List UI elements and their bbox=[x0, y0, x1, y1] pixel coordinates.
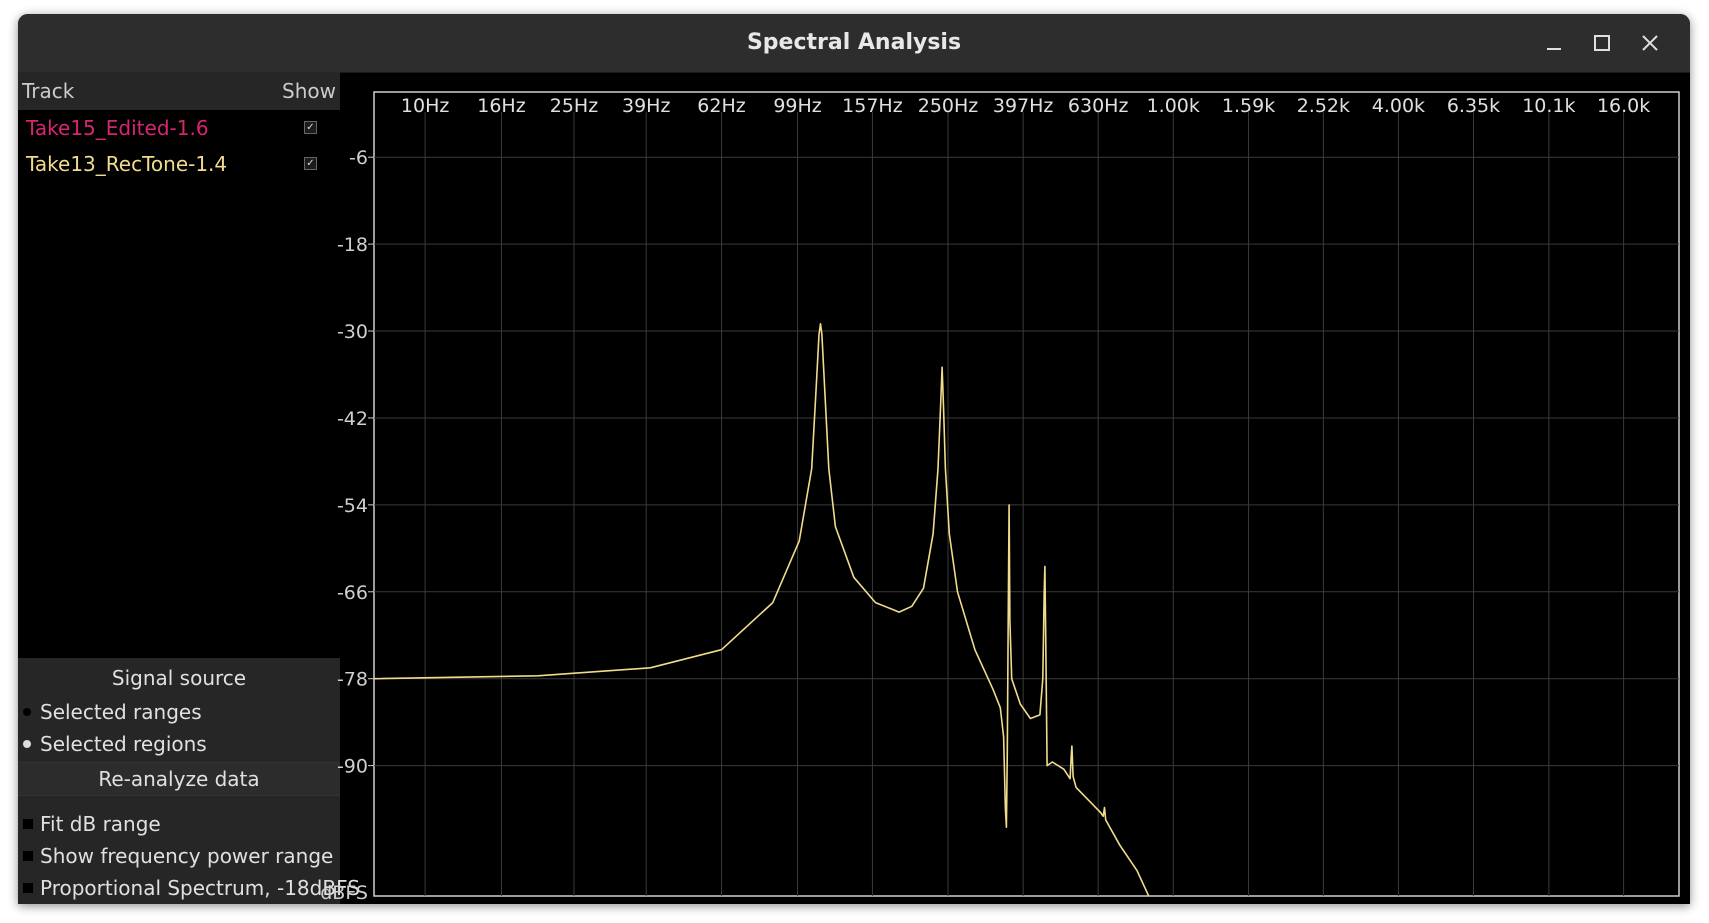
checkbox[interactable] bbox=[23, 851, 33, 861]
x-tick-label: 6.35k bbox=[1447, 95, 1500, 117]
checkbox[interactable] bbox=[23, 883, 33, 893]
x-tick-label: 2.52k bbox=[1297, 95, 1350, 117]
minimize-button[interactable] bbox=[1537, 27, 1571, 59]
radio-selected-regions[interactable]: Selected regions bbox=[18, 728, 340, 760]
track-list-header: Track Show bbox=[18, 72, 340, 110]
x-tick-label: 16Hz bbox=[477, 95, 525, 117]
close-button[interactable] bbox=[1633, 27, 1667, 59]
y-tick-label: -6 bbox=[349, 147, 368, 169]
reanalyze-button[interactable]: Re-analyze data bbox=[18, 762, 340, 796]
maximize-icon bbox=[1594, 35, 1610, 51]
x-tick-label: 1.59k bbox=[1222, 95, 1275, 117]
signal-source-title: Signal source bbox=[111, 666, 247, 690]
spectral-analysis-window: Spectral Analysis Track Show Take15_Edit… bbox=[18, 14, 1690, 904]
checkbox[interactable] bbox=[23, 819, 33, 829]
y-tick-label: -18 bbox=[337, 234, 368, 256]
x-tick-label: 10.1k bbox=[1522, 95, 1575, 117]
x-tick-label: 4.00k bbox=[1372, 95, 1425, 117]
series-line bbox=[373, 323, 1150, 897]
y-tick-label: -66 bbox=[337, 582, 368, 604]
y-tick-label: -54 bbox=[337, 495, 368, 517]
radio-indicator[interactable] bbox=[23, 708, 31, 716]
x-tick-label: 99Hz bbox=[773, 95, 821, 117]
x-tick-label: 1.00k bbox=[1147, 95, 1200, 117]
radio-selected-ranges[interactable]: Selected ranges bbox=[18, 696, 340, 728]
x-tick-label: 157Hz bbox=[842, 95, 903, 117]
x-tick-label: 16.0k bbox=[1597, 95, 1650, 117]
x-tick-label: 250Hz bbox=[918, 95, 979, 117]
option-label: Show frequency power range bbox=[40, 844, 334, 868]
track-row[interactable]: Take15_Edited-1.6 ✓ bbox=[18, 110, 340, 146]
minimize-icon bbox=[1547, 48, 1561, 50]
x-tick-label: 62Hz bbox=[697, 95, 745, 117]
y-tick-label: -90 bbox=[337, 756, 368, 778]
y-tick-label: -30 bbox=[337, 321, 368, 343]
x-tick-label: 39Hz bbox=[622, 95, 670, 117]
spectrum-plot[interactable]: -6 -18 -30 -42 -54 -66 -78 -90 dBFS 10Hz 16Hz 25Hz 3… bbox=[314, 74, 1690, 904]
radio-label: Selected regions bbox=[40, 732, 207, 756]
sidebar: Track Show Take15_Edited-1.6 ✓ Take13_Re… bbox=[18, 72, 360, 904]
x-tick-label: 10Hz bbox=[401, 95, 449, 117]
maximize-button[interactable] bbox=[1585, 27, 1619, 59]
show-column-header: Show bbox=[282, 79, 336, 103]
window-title: Spectral Analysis bbox=[746, 30, 962, 55]
signal-source-panel: Signal source Selected ranges Selected r… bbox=[18, 658, 360, 904]
x-tick-label: 397Hz bbox=[993, 95, 1054, 117]
x-tick-label: 630Hz bbox=[1068, 95, 1129, 117]
y-tick-label: -78 bbox=[337, 669, 368, 691]
show-frequency-power-range-option[interactable]: Show frequency power range bbox=[18, 840, 340, 872]
spectrum-chart[interactable]: -6 -18 -30 -42 -54 -66 -78 -90 dBFS 10Hz 16Hz 25Hz 3… bbox=[314, 74, 1690, 904]
x-tick-label: 25Hz bbox=[550, 95, 598, 117]
option-label: Proportional Spectrum, -18dBFS bbox=[40, 876, 360, 900]
track-show-checkbox[interactable]: ✓ bbox=[304, 157, 317, 170]
titlebar: Spectral Analysis bbox=[18, 14, 1690, 73]
track-column-header: Track bbox=[22, 79, 75, 103]
track-name: Take15_Edited-1.6 bbox=[26, 116, 209, 140]
y-tick-label: -42 bbox=[337, 408, 368, 430]
radio-indicator[interactable] bbox=[23, 740, 31, 748]
close-icon bbox=[1642, 35, 1658, 51]
radio-label: Selected ranges bbox=[40, 700, 202, 724]
fit-db-range-option[interactable]: Fit dB range bbox=[18, 808, 340, 840]
track-row[interactable]: Take13_RecTone-1.4 ✓ bbox=[18, 146, 340, 182]
plot-frame bbox=[373, 91, 1680, 897]
option-label: Fit dB range bbox=[40, 812, 161, 836]
track-show-checkbox[interactable]: ✓ bbox=[304, 121, 317, 134]
proportional-spectrum-option[interactable]: Proportional Spectrum, -18dBFS bbox=[18, 872, 360, 904]
y-unit-label: dBFS bbox=[320, 882, 368, 904]
track-name: Take13_RecTone-1.4 bbox=[26, 152, 228, 176]
